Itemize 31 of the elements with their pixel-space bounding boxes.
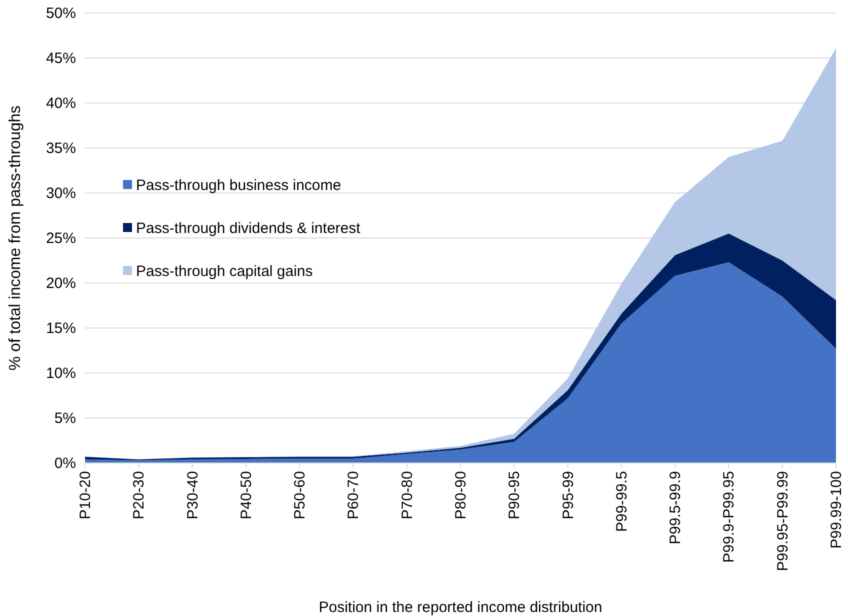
x-tick-label: P20-30 — [130, 471, 148, 520]
y-axis-title: % of total income from pass-throughs — [7, 105, 24, 371]
x-tick-label: P99.99-100 — [828, 471, 845, 549]
x-tick-label: P80-90 — [452, 471, 470, 520]
x-tick-label: P90-95 — [506, 471, 524, 520]
x-tick-label: P95-99 — [560, 471, 577, 520]
y-tick-label: 5% — [54, 410, 76, 427]
y-tick-label: 15% — [46, 320, 76, 337]
x-tick-label: P99.95-P99.99 — [774, 471, 792, 572]
x-tick-label: P99-99.5 — [613, 471, 630, 532]
x-tick-label: P70-80 — [398, 471, 416, 520]
y-tick-label: 45% — [46, 50, 76, 67]
x-axis-title: Position in the reported income distribution — [318, 599, 602, 616]
y-tick-label: 35% — [46, 140, 76, 157]
x-tick-label: P50-60 — [292, 471, 309, 520]
legend-label: Pass-through capital gains — [136, 263, 313, 280]
x-tick-label: P99.9-P99.95 — [720, 471, 738, 563]
legend-label: Pass-through business income — [136, 177, 342, 194]
x-tick-label: P99.5-99.9 — [667, 471, 684, 544]
x-tick-label: P10-20 — [77, 471, 94, 520]
y-tick-label: 0% — [54, 455, 76, 472]
y-tick-label: 30% — [46, 185, 76, 202]
legend-label: Pass-through dividends & interest — [136, 220, 362, 237]
x-tick-label: P60-70 — [345, 471, 362, 520]
y-tick-label: 20% — [46, 275, 76, 292]
y-tick-label: 50% — [46, 5, 76, 22]
y-tick-label: 10% — [46, 365, 76, 382]
x-tick-label: P40-50 — [238, 471, 255, 520]
x-tick-label: P30-40 — [184, 471, 202, 520]
y-tick-label: 40% — [46, 95, 76, 112]
y-tick-label: 25% — [46, 230, 76, 247]
